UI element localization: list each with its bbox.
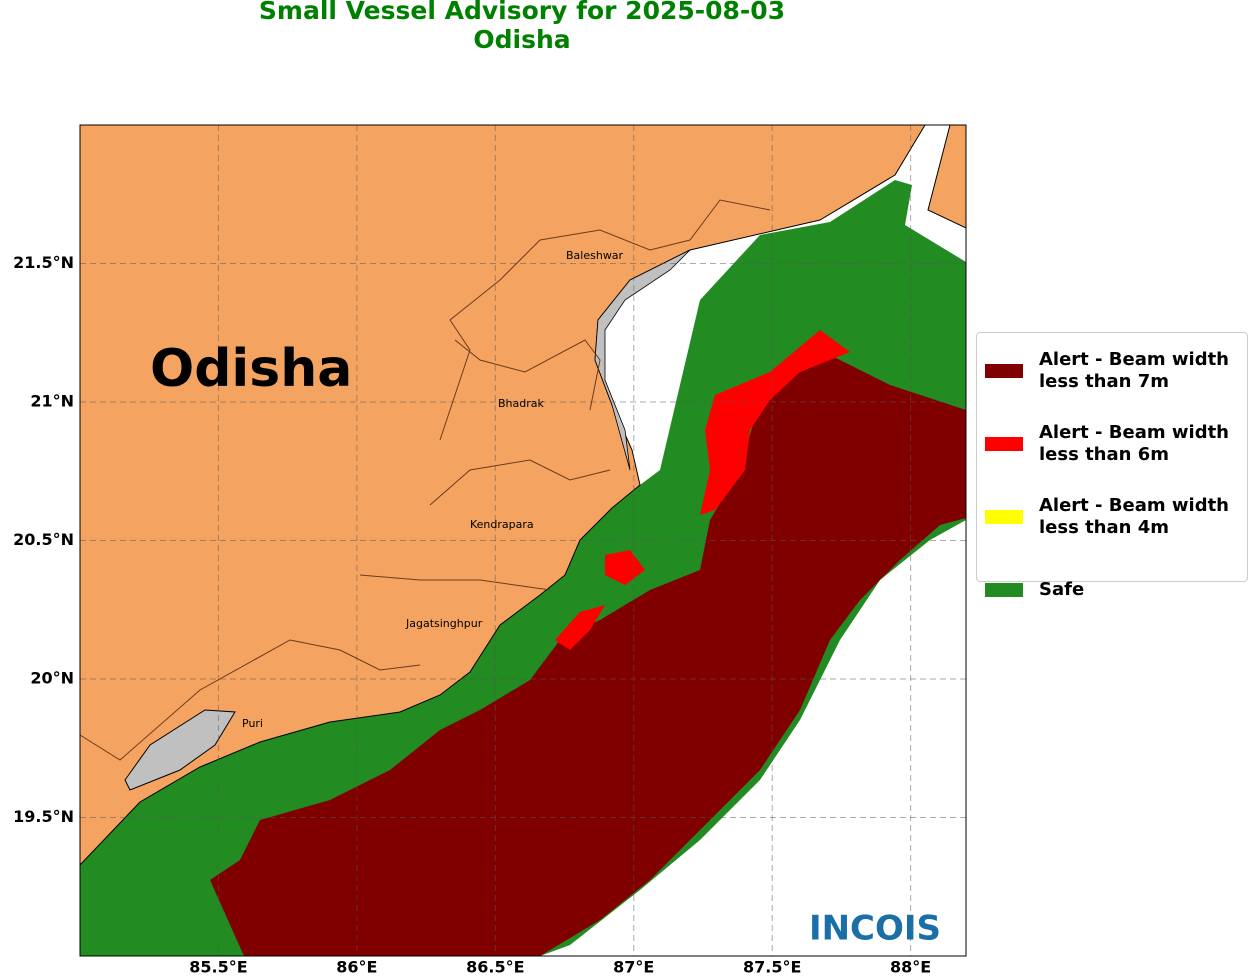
district-boundary [79,639,421,761]
alert-6m-zone [555,605,605,650]
lat-tick-label: 20.5°N [13,530,74,549]
place-label: Baleshwar [566,249,624,262]
legend-item: Safe [985,579,1249,601]
legend-label: Safe [1039,579,1085,600]
district-boundary [439,239,541,441]
legend-swatch [985,510,1023,524]
lon-tick-label: 87°E [613,958,654,976]
legend-swatch [985,583,1023,597]
lon-tick-label: 86°E [336,958,377,976]
logo: INCOIS [809,909,941,949]
district-boundary [429,459,611,506]
lon-tick-label: 85.5°E [189,958,247,976]
legend-label: Alert - Beam width less than 6m [1039,422,1229,465]
place-label: Kendrapara [470,518,534,531]
lat-tick-label: 20°N [30,669,74,688]
lon-tick-label: 88°E [890,958,931,976]
lon-tick-label: 87.5°E [743,958,801,976]
place-label: Bhadrak [498,397,545,410]
alert-6m-zone [700,330,850,515]
lat-tick-label: 21°N [30,392,74,411]
place-label: Puri [242,717,263,730]
legend-swatch [985,364,1023,378]
alert-7m-zone [210,355,966,956]
place-label: Jagatsinghpur [405,617,483,630]
lake [124,709,236,791]
tidal-flat [594,249,691,471]
legend: Alert - Beam width less than 7m Alert - B… [976,332,1249,600]
region-label: Odisha [150,339,352,399]
legend-item: Alert - Beam width less than 6m [985,422,1249,466]
lat-tick-label: 21.5°N [13,253,74,272]
title: Small Vessel Advisory for 2025-08-03 [259,0,785,25]
lat-tick-label: 19.5°N [13,807,74,826]
legend-swatch [985,437,1023,451]
legend-item: Alert - Beam width less than 7m [985,349,1249,393]
district-boundary [454,339,601,411]
lon-tick-label: 86.5°E [466,958,524,976]
legend-item: Alert - Beam width less than 4m [985,495,1249,539]
subtitle: Odisha [473,25,570,54]
district-boundary [539,199,771,251]
alert-6m-zone [605,550,645,585]
map-frame [79,124,967,957]
legend-label: Alert - Beam width less than 7m [1039,349,1229,392]
legend-label: Alert - Beam width less than 4m [1039,495,1229,538]
district-boundary [359,574,551,591]
map-area: Odisha Baleshwar Bhadrak Kendrapara Jaga… [79,124,967,957]
